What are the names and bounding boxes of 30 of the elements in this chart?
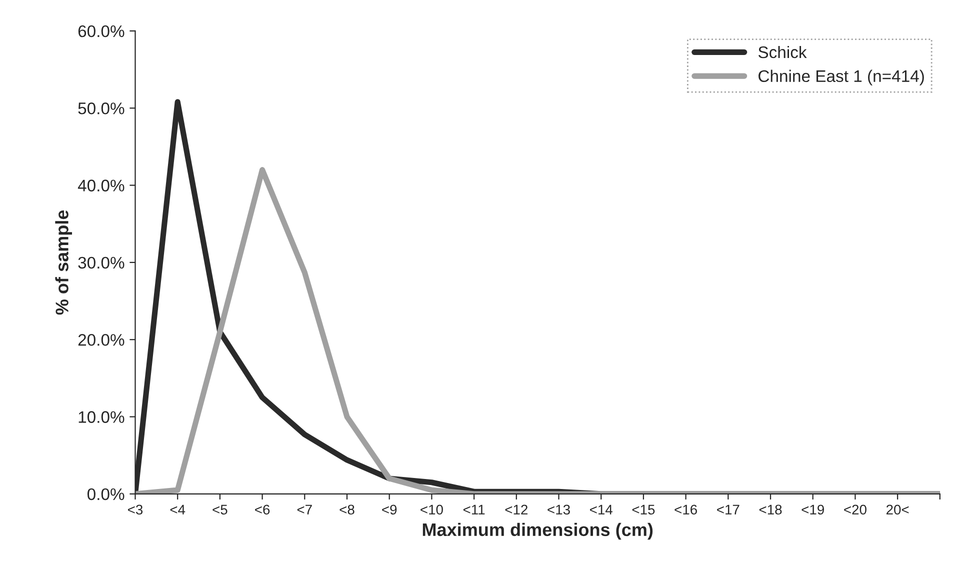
x-tick-label: <13 — [548, 504, 570, 515]
legend-label: Schick — [758, 46, 807, 58]
x-tick-label: <6 — [255, 504, 270, 515]
y-tick-label: 20.0% — [78, 334, 124, 346]
x-tick-label: <20 — [844, 504, 866, 515]
x-tick-label: <7 — [297, 504, 312, 514]
x-tick-label: <14 — [590, 504, 612, 514]
x-tick-label: <17 — [717, 504, 740, 514]
x-tick-label: <12 — [505, 504, 528, 514]
x-axis-title: Maximum dimensions (cm) — [422, 522, 653, 540]
legend-label: Chnine East 1 (n=414) — [758, 70, 924, 86]
x-tick-label: <16 — [674, 504, 697, 515]
x-tick-label: <8 — [340, 504, 354, 515]
y-axis-title: % of sample — [55, 210, 72, 315]
x-tick-label: 20< — [886, 504, 909, 515]
x-tick-label: <15 — [632, 504, 655, 515]
x-tick-label: <5 — [212, 504, 228, 515]
x-tick-label: <19 — [802, 504, 824, 515]
y-tick-label: 60.0% — [78, 25, 124, 38]
y-tick-label: 50.0% — [78, 102, 124, 114]
x-tick-label: <10 — [420, 504, 443, 515]
y-tick-label: 40.0% — [78, 180, 124, 192]
x-tick-label: <3 — [128, 504, 143, 515]
y-tick-label: 30.0% — [78, 256, 124, 269]
y-tick-label: 10.0% — [78, 411, 124, 423]
x-tick-label: <4 — [170, 504, 186, 514]
x-tick-label: <11 — [463, 504, 485, 514]
x-tick-label: <18 — [759, 504, 782, 515]
y-tick-label: 0.0% — [87, 488, 124, 500]
x-tick-label: <9 — [382, 504, 397, 515]
